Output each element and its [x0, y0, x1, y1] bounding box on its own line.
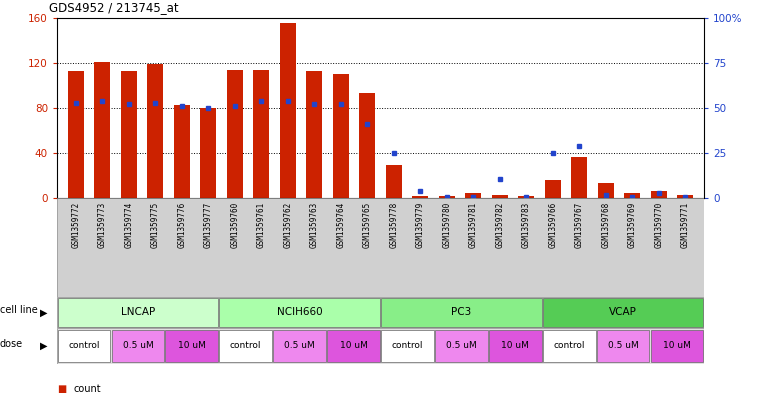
Text: GSM1359775: GSM1359775 [151, 201, 160, 248]
Text: GSM1359766: GSM1359766 [549, 201, 557, 248]
Text: GSM1359773: GSM1359773 [97, 201, 107, 248]
Text: 0.5 uM: 0.5 uM [123, 342, 153, 350]
Bar [68, 71, 84, 198]
Bar [412, 196, 428, 198]
Text: VCAP: VCAP [609, 307, 637, 318]
Text: 0.5 uM: 0.5 uM [285, 342, 315, 350]
Bar [518, 196, 534, 198]
Bar [121, 71, 137, 198]
Bar [306, 71, 322, 198]
Text: LNCAP: LNCAP [121, 307, 155, 318]
Text: 10 uM: 10 uM [501, 342, 529, 350]
Text: GSM1359770: GSM1359770 [654, 201, 664, 248]
Bar [174, 105, 189, 198]
Bar [543, 298, 703, 327]
Text: GSM1359779: GSM1359779 [416, 201, 425, 248]
Text: GSM1359780: GSM1359780 [442, 201, 451, 248]
Bar [333, 74, 349, 198]
Text: GSM1359767: GSM1359767 [575, 201, 584, 248]
Text: GSM1359771: GSM1359771 [681, 201, 690, 248]
Bar [147, 64, 163, 198]
Bar [465, 193, 481, 198]
Bar [545, 180, 561, 198]
Bar [253, 70, 269, 198]
Bar [381, 330, 434, 362]
Text: GSM1359782: GSM1359782 [495, 201, 505, 248]
Bar [280, 23, 296, 198]
Bar [492, 195, 508, 198]
Bar [677, 195, 693, 198]
Text: ■: ■ [57, 384, 66, 393]
Text: 10 uM: 10 uM [178, 342, 205, 350]
Bar [165, 330, 218, 362]
Text: control: control [553, 342, 585, 350]
Text: 10 uM: 10 uM [663, 342, 691, 350]
Bar [112, 330, 164, 362]
Bar [58, 330, 110, 362]
Text: GSM1359765: GSM1359765 [363, 201, 371, 248]
Bar [94, 62, 110, 198]
Bar [651, 330, 703, 362]
Bar [597, 330, 649, 362]
Text: NCIH660: NCIH660 [277, 307, 323, 318]
Bar [439, 196, 455, 198]
Bar [624, 193, 640, 198]
Text: control: control [230, 342, 262, 350]
Text: control: control [392, 342, 423, 350]
Text: GSM1359783: GSM1359783 [522, 201, 531, 248]
Bar [58, 298, 218, 327]
Bar [386, 165, 402, 198]
Text: dose: dose [0, 339, 23, 349]
Text: ▶: ▶ [40, 341, 48, 351]
Text: GSM1359781: GSM1359781 [469, 201, 478, 248]
Bar [200, 108, 216, 198]
Text: PC3: PC3 [451, 307, 472, 318]
Text: GSM1359777: GSM1359777 [204, 201, 212, 248]
Text: GSM1359769: GSM1359769 [628, 201, 637, 248]
Text: 0.5 uM: 0.5 uM [608, 342, 638, 350]
Bar [219, 330, 272, 362]
Text: 10 uM: 10 uM [339, 342, 368, 350]
Bar [381, 298, 542, 327]
Bar [489, 330, 542, 362]
Text: GSM1359768: GSM1359768 [601, 201, 610, 248]
Text: GSM1359772: GSM1359772 [71, 201, 80, 248]
Text: GSM1359760: GSM1359760 [230, 201, 239, 248]
Bar [598, 183, 614, 198]
Text: 0.5 uM: 0.5 uM [446, 342, 476, 350]
Bar [327, 330, 380, 362]
Text: ▶: ▶ [40, 307, 48, 318]
Bar [359, 94, 375, 198]
Text: control: control [68, 342, 100, 350]
Text: cell line: cell line [0, 305, 38, 316]
Bar [435, 330, 488, 362]
Bar [543, 330, 596, 362]
Text: GSM1359763: GSM1359763 [310, 201, 319, 248]
Text: GSM1359774: GSM1359774 [124, 201, 133, 248]
Text: GSM1359776: GSM1359776 [177, 201, 186, 248]
Bar [651, 191, 667, 198]
Text: GDS4952 / 213745_at: GDS4952 / 213745_at [49, 1, 179, 14]
Text: GSM1359764: GSM1359764 [336, 201, 345, 248]
Text: GSM1359762: GSM1359762 [283, 201, 292, 248]
Bar [273, 330, 326, 362]
Bar [572, 157, 587, 198]
Text: GSM1359761: GSM1359761 [256, 201, 266, 248]
Text: count: count [74, 384, 101, 393]
Bar [227, 70, 243, 198]
Bar [219, 298, 380, 327]
Text: GSM1359778: GSM1359778 [390, 201, 398, 248]
